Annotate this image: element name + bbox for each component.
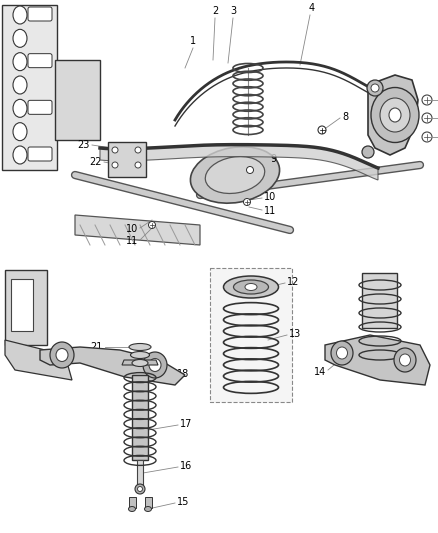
- FancyBboxPatch shape: [55, 60, 100, 140]
- Ellipse shape: [422, 95, 432, 105]
- Ellipse shape: [191, 147, 279, 203]
- Ellipse shape: [367, 80, 383, 96]
- Ellipse shape: [131, 351, 149, 359]
- Text: 2: 2: [212, 6, 218, 16]
- Ellipse shape: [245, 284, 257, 290]
- Polygon shape: [100, 144, 378, 180]
- Polygon shape: [137, 460, 143, 485]
- Text: 20: 20: [91, 350, 103, 360]
- Text: 9: 9: [270, 154, 276, 164]
- FancyBboxPatch shape: [28, 147, 52, 161]
- Ellipse shape: [399, 354, 410, 366]
- Ellipse shape: [56, 349, 68, 361]
- Ellipse shape: [223, 276, 279, 298]
- Text: 13: 13: [289, 329, 301, 339]
- FancyBboxPatch shape: [28, 7, 52, 21]
- Text: 18: 18: [177, 369, 189, 379]
- Ellipse shape: [13, 6, 27, 24]
- FancyBboxPatch shape: [2, 5, 57, 170]
- Text: 10: 10: [126, 224, 138, 234]
- Ellipse shape: [394, 348, 416, 372]
- Text: 3: 3: [230, 6, 236, 16]
- Text: 12: 12: [287, 277, 300, 287]
- Polygon shape: [368, 75, 418, 155]
- Ellipse shape: [145, 506, 152, 512]
- Ellipse shape: [13, 53, 27, 71]
- Ellipse shape: [132, 359, 148, 367]
- Text: 17: 17: [180, 419, 192, 429]
- Ellipse shape: [50, 342, 74, 368]
- Ellipse shape: [149, 359, 161, 372]
- FancyBboxPatch shape: [28, 54, 52, 68]
- Ellipse shape: [129, 343, 151, 351]
- Text: 21: 21: [91, 342, 103, 352]
- Ellipse shape: [112, 162, 118, 168]
- Ellipse shape: [13, 99, 27, 117]
- Ellipse shape: [371, 87, 419, 142]
- Ellipse shape: [362, 146, 374, 158]
- Text: 10: 10: [264, 192, 276, 202]
- Text: 14: 14: [314, 367, 326, 377]
- Ellipse shape: [135, 162, 141, 168]
- Polygon shape: [122, 360, 158, 365]
- Text: 19: 19: [91, 358, 103, 368]
- Ellipse shape: [128, 506, 135, 512]
- Text: 11: 11: [126, 236, 138, 246]
- Polygon shape: [5, 340, 72, 380]
- Ellipse shape: [135, 484, 145, 494]
- FancyBboxPatch shape: [28, 100, 52, 115]
- Text: 4: 4: [309, 3, 315, 13]
- Text: 1: 1: [190, 36, 196, 46]
- Polygon shape: [40, 347, 185, 385]
- Ellipse shape: [247, 166, 254, 174]
- Text: 23: 23: [78, 140, 90, 150]
- FancyBboxPatch shape: [128, 497, 135, 507]
- Text: 16: 16: [180, 461, 192, 471]
- FancyBboxPatch shape: [11, 279, 33, 331]
- Polygon shape: [75, 215, 200, 245]
- Ellipse shape: [422, 113, 432, 123]
- Ellipse shape: [148, 222, 155, 229]
- Ellipse shape: [13, 123, 27, 141]
- Ellipse shape: [233, 280, 268, 294]
- Ellipse shape: [13, 29, 27, 47]
- Ellipse shape: [244, 198, 251, 206]
- Text: 8: 8: [342, 112, 348, 122]
- Ellipse shape: [331, 341, 353, 365]
- Ellipse shape: [205, 157, 265, 193]
- Polygon shape: [325, 335, 430, 385]
- Ellipse shape: [336, 347, 347, 359]
- Text: 15: 15: [177, 497, 189, 507]
- FancyBboxPatch shape: [108, 142, 146, 177]
- FancyBboxPatch shape: [362, 273, 397, 328]
- Text: 22: 22: [89, 157, 102, 167]
- FancyBboxPatch shape: [210, 268, 292, 402]
- Ellipse shape: [371, 84, 379, 92]
- FancyBboxPatch shape: [5, 270, 47, 345]
- Ellipse shape: [135, 147, 141, 153]
- Ellipse shape: [422, 132, 432, 142]
- Ellipse shape: [13, 146, 27, 164]
- Ellipse shape: [318, 126, 326, 134]
- Polygon shape: [132, 375, 148, 460]
- Ellipse shape: [112, 147, 118, 153]
- Text: 11: 11: [264, 206, 276, 216]
- Ellipse shape: [143, 352, 167, 378]
- Ellipse shape: [380, 98, 410, 132]
- Ellipse shape: [389, 108, 401, 122]
- FancyBboxPatch shape: [145, 497, 152, 507]
- Ellipse shape: [13, 76, 27, 94]
- Ellipse shape: [138, 487, 142, 491]
